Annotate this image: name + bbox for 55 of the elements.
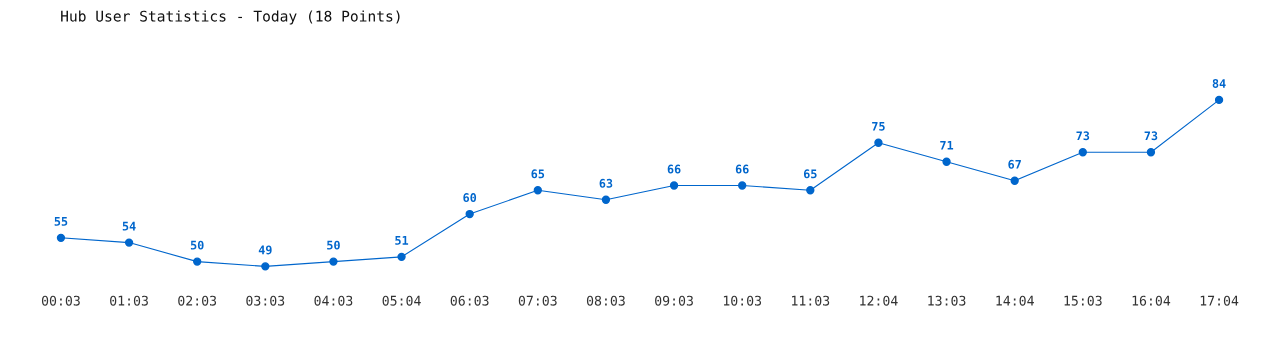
x-tick-label: 10:03 xyxy=(723,295,762,306)
x-tick-label: 16:04 xyxy=(1132,295,1171,306)
x-tick-label: 07:03 xyxy=(518,295,557,306)
data-label: 55 xyxy=(54,217,68,226)
data-label: 71 xyxy=(940,140,954,150)
point xyxy=(1078,148,1087,157)
data-label: 66 xyxy=(667,164,681,174)
x-tick-label: 06:03 xyxy=(450,295,489,306)
point xyxy=(1146,148,1156,157)
x-tick-label: 13:03 xyxy=(928,295,966,306)
point xyxy=(533,186,542,195)
data-label: 54 xyxy=(122,221,136,231)
chart-title: Hub User Statistics - Today (18 Points) xyxy=(61,10,400,25)
data-label: 75 xyxy=(872,121,885,131)
x-tick-label: 00:03 xyxy=(41,295,80,306)
point xyxy=(601,195,611,204)
x-tick-label: 02:03 xyxy=(178,295,217,306)
x-tick-label: 09:03 xyxy=(655,295,693,306)
point xyxy=(874,138,883,147)
data-label: 60 xyxy=(463,193,477,203)
point xyxy=(261,262,270,271)
data-label: 50 xyxy=(190,240,204,250)
point xyxy=(465,209,474,219)
data-label: 51 xyxy=(395,236,409,245)
point xyxy=(806,186,815,195)
point xyxy=(397,252,406,262)
x-tick-label: 12:04 xyxy=(860,295,898,306)
x-tick-label: 14:04 xyxy=(996,295,1034,306)
x-tick-label: 08:03 xyxy=(586,295,625,306)
data-label: 73 xyxy=(1144,131,1158,141)
point xyxy=(56,233,66,242)
x-tick-label: 17:04 xyxy=(1200,295,1239,306)
data-label: 65 xyxy=(531,169,545,179)
x-tick-label: 15:03 xyxy=(1064,295,1102,306)
data-label: 65 xyxy=(803,169,817,179)
point xyxy=(1010,176,1019,185)
data-label: 63 xyxy=(599,178,613,188)
x-tick-label: 03:03 xyxy=(246,295,285,306)
point xyxy=(1214,95,1224,105)
data-label: 49 xyxy=(258,245,272,255)
data-label: 84 xyxy=(1212,78,1226,88)
point xyxy=(669,181,679,190)
x-tick-label: 11:03 xyxy=(792,295,830,306)
x-tick-label: 04:03 xyxy=(314,295,353,306)
x-tick-label: 05:04 xyxy=(382,295,421,306)
data-label: 66 xyxy=(735,164,749,174)
point xyxy=(193,257,202,266)
point xyxy=(738,181,747,190)
data-label: 73 xyxy=(1076,131,1090,141)
x-tick-label: 01:03 xyxy=(110,295,148,306)
data-label: 67 xyxy=(1008,159,1021,169)
point xyxy=(329,257,338,266)
data-label: 50 xyxy=(327,240,340,250)
point xyxy=(942,157,951,166)
point xyxy=(124,238,134,247)
